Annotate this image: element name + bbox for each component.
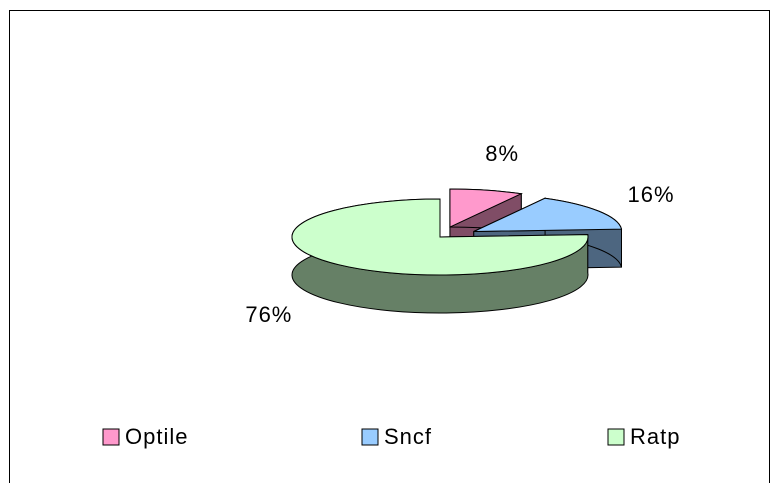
legend-label: Sncf bbox=[384, 424, 432, 449]
slice bbox=[291, 198, 589, 276]
slice bbox=[449, 188, 523, 228]
legend-label: Ratp bbox=[630, 424, 680, 449]
legend-swatch bbox=[102, 428, 120, 446]
data-label: 76% bbox=[245, 302, 292, 327]
data-label: 16% bbox=[628, 182, 675, 207]
legend-swatch bbox=[361, 428, 379, 446]
legend-label: Optile bbox=[125, 424, 188, 449]
slice bbox=[473, 197, 623, 232]
data-label: 8% bbox=[485, 141, 519, 166]
legend-swatch bbox=[607, 428, 625, 446]
